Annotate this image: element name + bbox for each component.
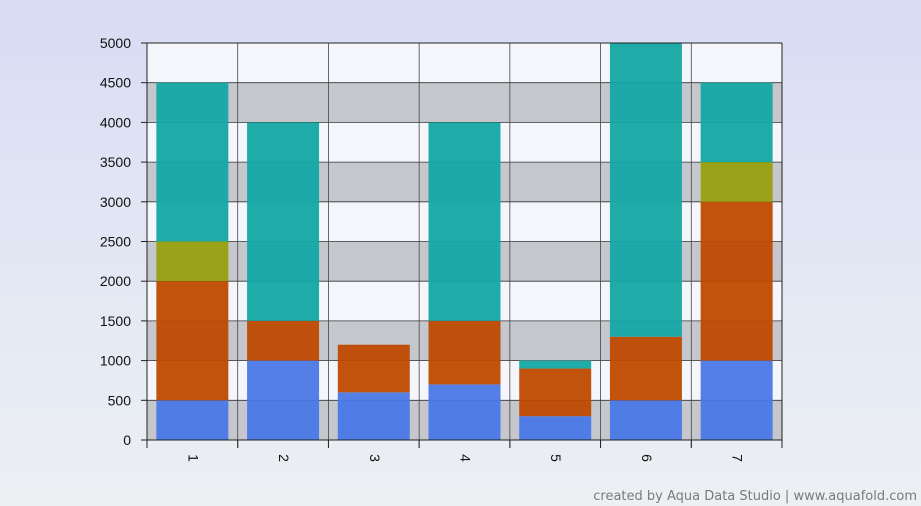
bar-segment bbox=[700, 162, 773, 202]
bar-segment bbox=[519, 368, 592, 417]
bar-segment bbox=[700, 201, 773, 361]
y-tick-label: 1500 bbox=[100, 313, 131, 329]
x-tick-label: 6 bbox=[639, 454, 655, 462]
bar-segment bbox=[609, 43, 682, 337]
x-tick-label: 5 bbox=[548, 454, 564, 462]
axes bbox=[141, 42, 783, 448]
y-tick-label: 500 bbox=[108, 392, 132, 408]
bar-segment bbox=[428, 384, 501, 440]
bar-segment bbox=[428, 320, 501, 385]
bar-segment bbox=[609, 400, 682, 440]
y-tick-label: 4500 bbox=[100, 75, 131, 91]
bar-segment bbox=[247, 360, 320, 440]
bar-segment bbox=[519, 416, 592, 440]
bar-segment bbox=[609, 336, 682, 401]
x-axis-tick-labels: 1 2 3 4 5 6 7 bbox=[185, 454, 745, 462]
x-tick-label: 1 bbox=[185, 454, 201, 462]
grid-band bbox=[147, 43, 782, 83]
watermark-text: created by Aqua Data Studio | www.aquafo… bbox=[593, 489, 917, 504]
x-tick-label: 3 bbox=[367, 454, 383, 462]
y-tick-label: 5000 bbox=[100, 35, 131, 51]
x-tick-label: 7 bbox=[730, 454, 746, 462]
y-tick-label: 1000 bbox=[100, 353, 131, 369]
bar-segment bbox=[337, 392, 410, 440]
x-tick-label: 2 bbox=[276, 454, 292, 462]
y-tick-label: 4000 bbox=[100, 114, 131, 130]
bar-segment bbox=[337, 344, 410, 393]
bar-segment bbox=[156, 82, 229, 242]
y-tick-label: 2000 bbox=[100, 273, 131, 289]
y-tick-label: 3000 bbox=[100, 194, 131, 210]
bar-segment bbox=[247, 122, 320, 321]
bar-stacks bbox=[156, 43, 773, 440]
bar-segment bbox=[156, 281, 229, 401]
bar-segment bbox=[700, 82, 773, 163]
bar-segment bbox=[519, 360, 592, 369]
grid-band bbox=[147, 82, 782, 123]
bar-segment bbox=[247, 320, 320, 361]
y-tick-label: 3500 bbox=[100, 154, 131, 170]
y-axis-tick-labels: 0 500 1000 1500 2000 2500 3000 3500 4000 4500 5000 bbox=[100, 35, 131, 448]
bar-segment bbox=[428, 122, 501, 321]
x-tick-label: 4 bbox=[458, 454, 474, 462]
bar-segment bbox=[700, 360, 773, 440]
bar-segment bbox=[156, 400, 229, 440]
vertical-gridlines bbox=[237, 43, 692, 448]
y-tick-label: 0 bbox=[123, 432, 131, 448]
y-tick-label: 2500 bbox=[100, 234, 131, 250]
bar-segment bbox=[156, 241, 229, 282]
